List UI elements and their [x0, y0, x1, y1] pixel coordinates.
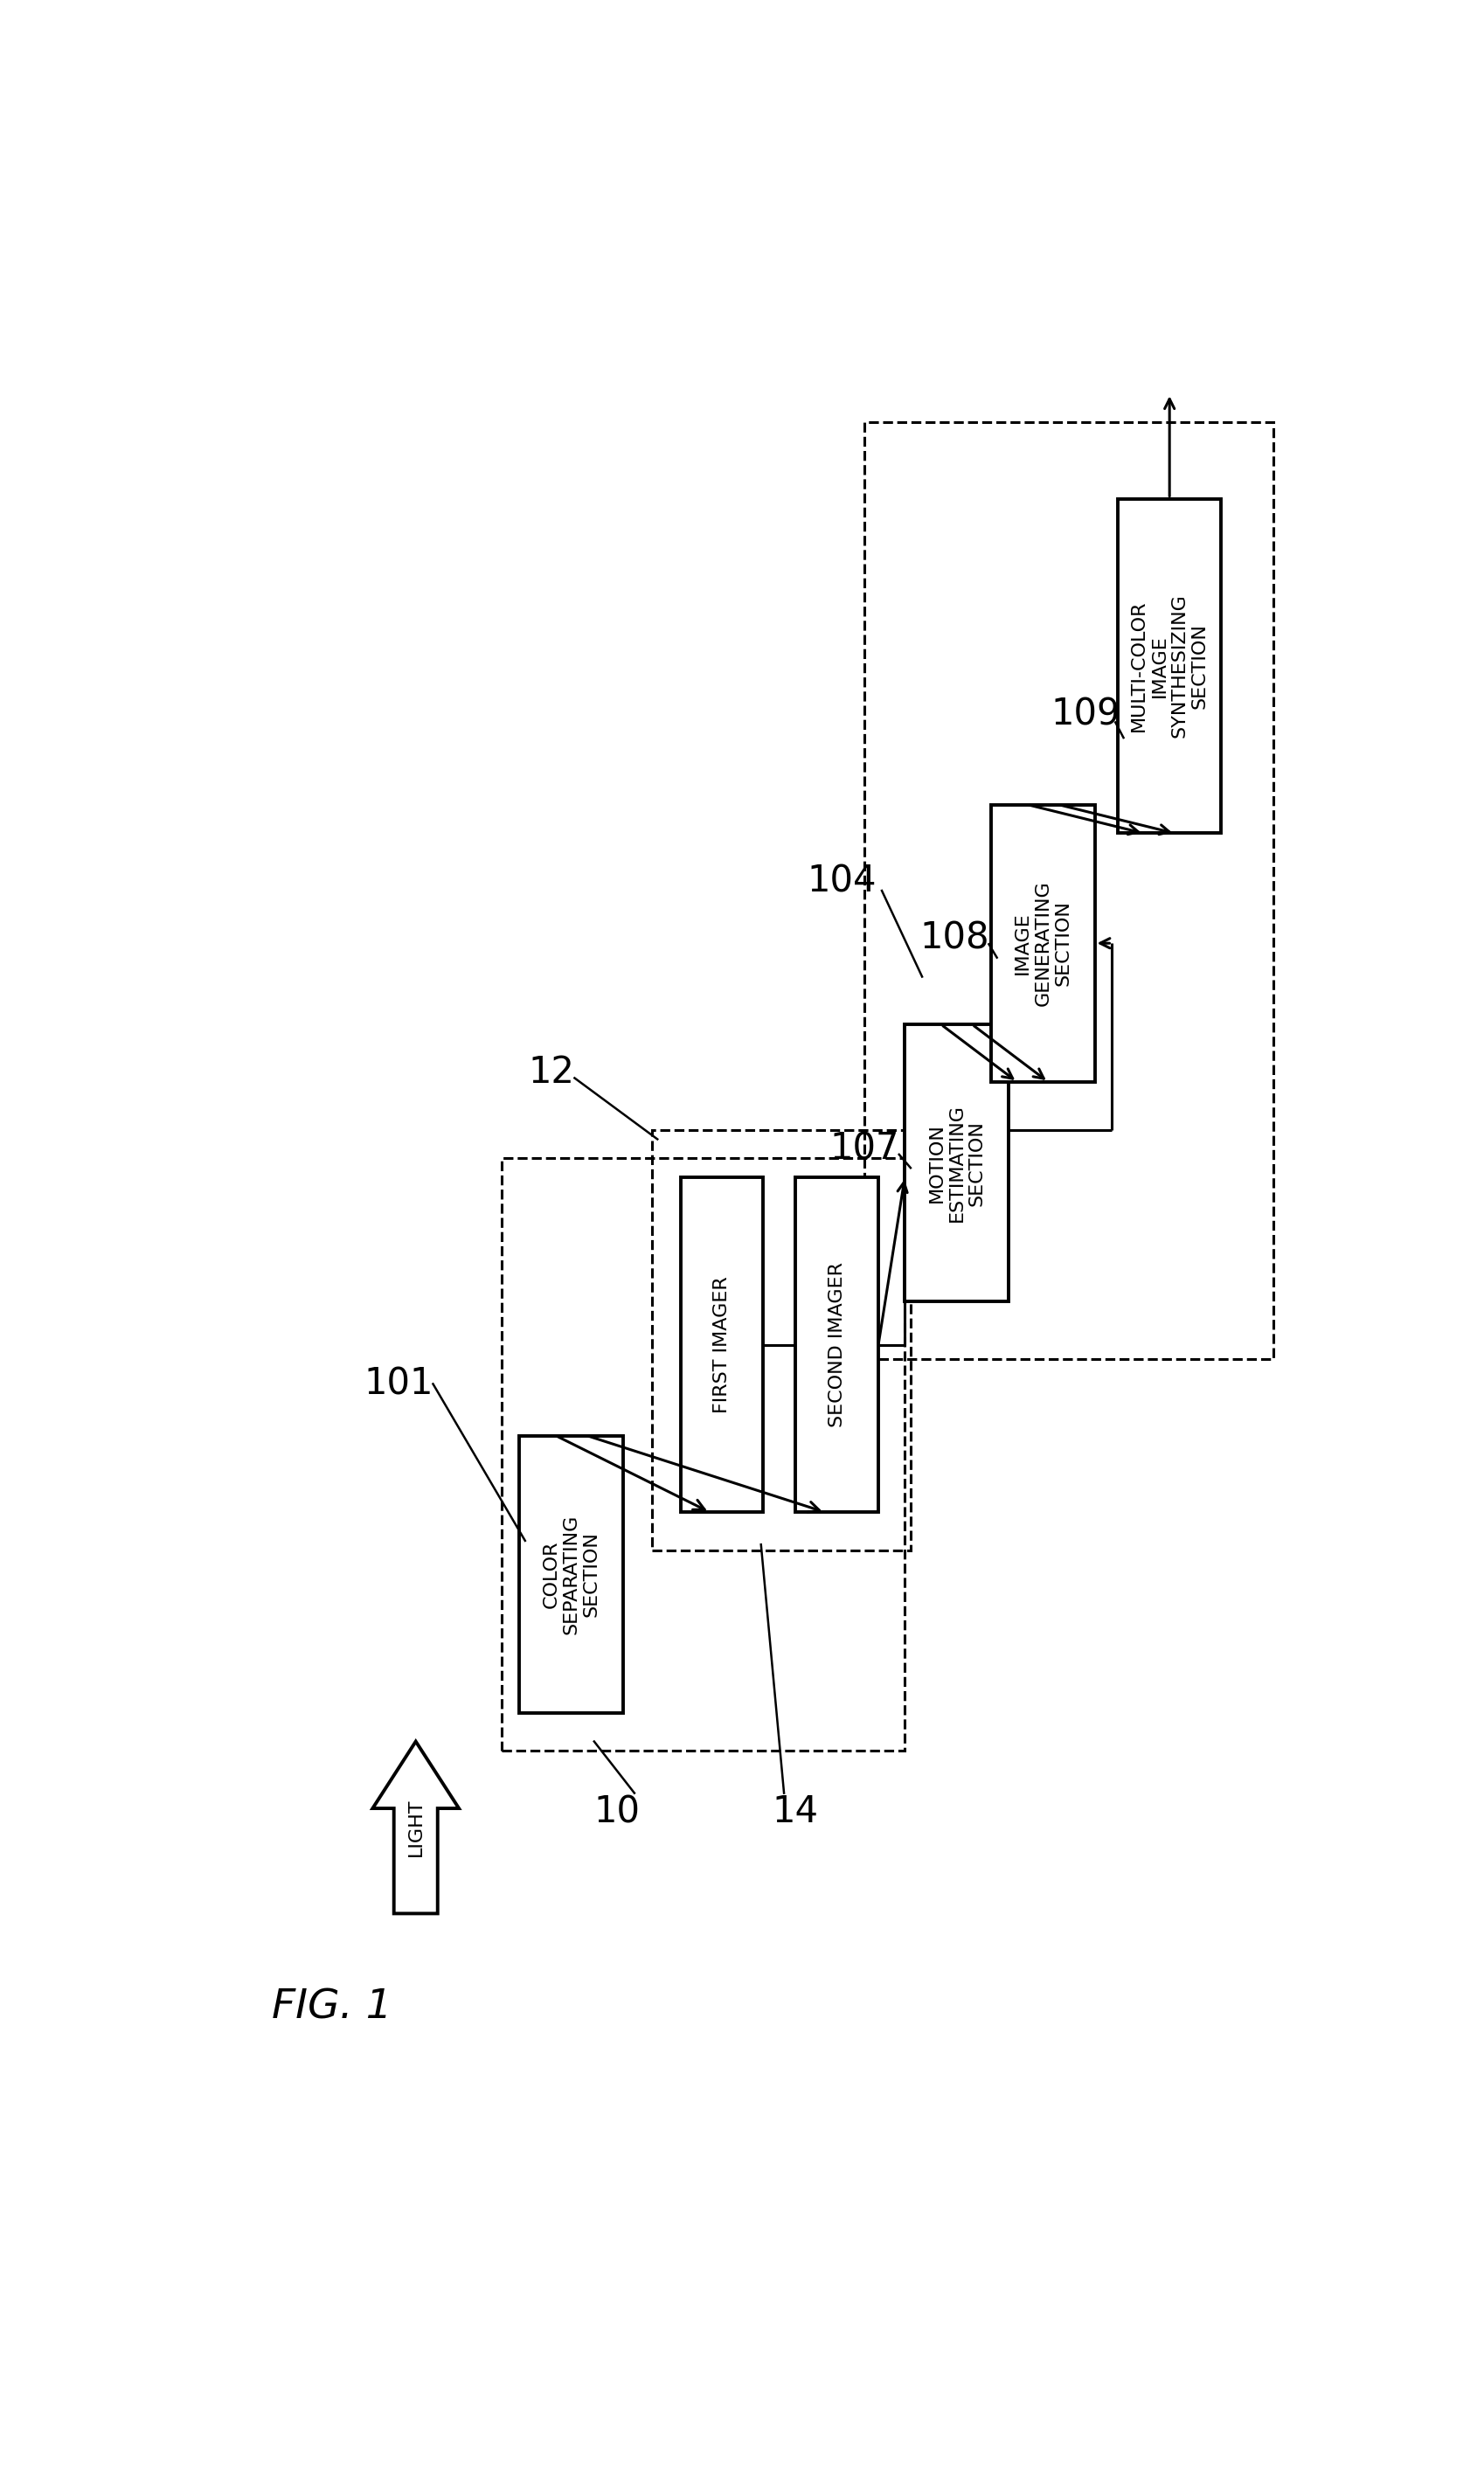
Text: LIGHT: LIGHT	[407, 1798, 424, 1857]
Text: 109: 109	[1051, 695, 1119, 732]
Text: IMAGE
GENERATING
SECTION: IMAGE GENERATING SECTION	[1014, 881, 1071, 1006]
Text: FIRST IMAGER: FIRST IMAGER	[712, 1276, 730, 1413]
Text: 107: 107	[830, 1130, 899, 1167]
Text: 101: 101	[364, 1366, 433, 1403]
Bar	[1117, 499, 1221, 834]
Text: FIG. 1: FIG. 1	[272, 1989, 392, 2029]
Bar	[991, 804, 1094, 1083]
Text: COLOR
SEPARATING
SECTION: COLOR SEPARATING SECTION	[542, 1515, 600, 1634]
Text: 12: 12	[528, 1053, 574, 1090]
Bar	[502, 1157, 904, 1751]
Bar	[519, 1435, 623, 1713]
Bar	[864, 422, 1272, 1358]
Text: SECOND IMAGER: SECOND IMAGER	[828, 1261, 846, 1428]
Text: 104: 104	[806, 862, 876, 899]
Bar	[651, 1130, 910, 1549]
Text: MULTI-COLOR
IMAGE
SYNTHESIZING
SECTION: MULTI-COLOR IMAGE SYNTHESIZING SECTION	[1129, 593, 1208, 737]
Text: 14: 14	[772, 1793, 818, 1830]
Bar	[680, 1177, 763, 1512]
Text: 10: 10	[594, 1793, 640, 1830]
Text: 108: 108	[919, 921, 988, 956]
Bar	[904, 1025, 1008, 1301]
Bar	[795, 1177, 879, 1512]
Text: MOTION
ESTIMATING
SECTION: MOTION ESTIMATING SECTION	[928, 1105, 985, 1222]
Polygon shape	[372, 1741, 459, 1914]
